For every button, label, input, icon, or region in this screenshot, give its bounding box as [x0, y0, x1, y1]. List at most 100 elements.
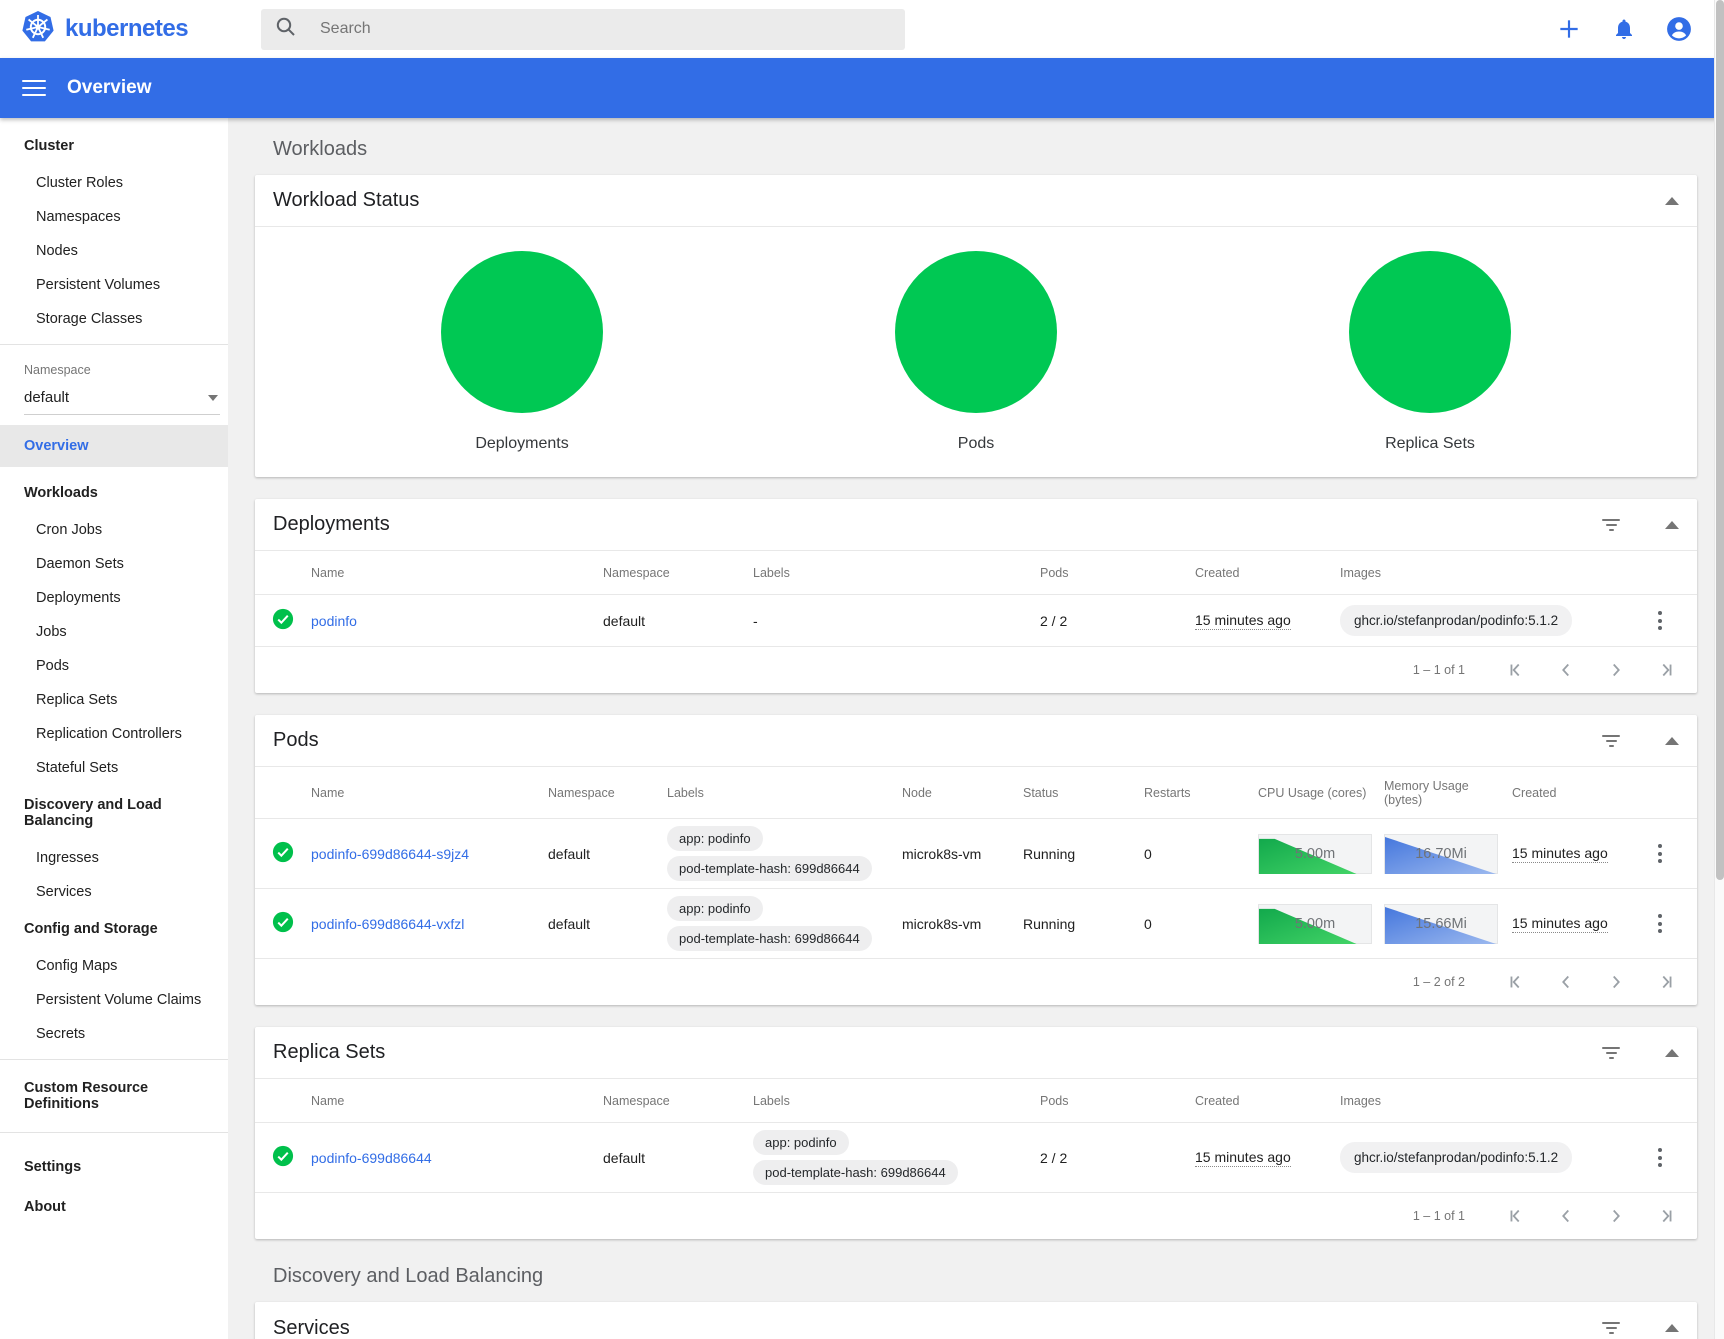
column-header-namespace: Namespace	[603, 565, 670, 580]
sidebar-item-stateful-sets[interactable]: Stateful Sets	[36, 760, 119, 776]
namespace-select[interactable]: default	[24, 383, 220, 415]
deployment-name-link[interactable]: podinfo	[311, 612, 357, 629]
sidebar-item-nodes[interactable]: Nodes	[36, 243, 78, 259]
table-row: podinfo-699d86644-s9jz4 default app: pod…	[255, 819, 1697, 889]
cell-namespace: default	[548, 915, 591, 932]
memory-usage-value: 16.70Mi	[1415, 845, 1467, 862]
user-account-icon[interactable]	[1666, 16, 1692, 42]
next-page-icon[interactable]	[1605, 1205, 1627, 1227]
collapse-card-icon[interactable]	[1665, 520, 1679, 529]
last-page-icon[interactable]	[1655, 971, 1677, 993]
sidebar-item-overview[interactable]: Overview	[0, 425, 228, 467]
column-header-node: Node	[902, 785, 932, 800]
memory-usage-sparkline: 16.70Mi	[1384, 833, 1498, 874]
kubernetes-logo[interactable]: kubernetes	[21, 10, 261, 49]
header-actions	[1556, 16, 1724, 42]
cell-pods: 2 / 2	[1040, 612, 1068, 629]
notifications-bell-icon[interactable]	[1611, 16, 1637, 42]
filter-icon[interactable]	[1598, 1318, 1624, 1338]
sidebar-item-about[interactable]: About	[24, 1199, 66, 1215]
prev-page-icon[interactable]	[1555, 659, 1577, 681]
sidebar-item-persistent-volumes[interactable]: Persistent Volumes	[36, 277, 161, 293]
sidebar-item-persistent-volume-claims[interactable]: Persistent Volume Claims	[36, 992, 202, 1008]
pod-name-link[interactable]: podinfo-699d86644-s9jz4	[311, 845, 470, 862]
column-header-pods: Pods	[1040, 1093, 1069, 1108]
sidebar-item-replication-controllers[interactable]: Replication Controllers	[36, 726, 182, 742]
top-header: kubernetes	[0, 0, 1724, 58]
column-header-name: Name	[311, 1093, 345, 1108]
row-menu-icon[interactable]	[1652, 1142, 1668, 1173]
sidebar-item-pods[interactable]: Pods	[36, 658, 70, 674]
pod-name-link[interactable]: podinfo-699d86644-vxfzl	[311, 915, 465, 932]
next-page-icon[interactable]	[1605, 971, 1627, 993]
row-menu-icon[interactable]	[1652, 605, 1668, 636]
collapse-card-icon[interactable]	[1665, 196, 1679, 205]
column-header-name: Name	[311, 565, 345, 580]
sidebar-header-config-storage[interactable]: Config and Storage	[24, 921, 158, 937]
sidebar-header-discovery[interactable]: Discovery and Load Balancing	[24, 797, 162, 829]
column-header-created: Created	[1195, 1093, 1240, 1108]
prev-page-icon[interactable]	[1555, 1205, 1577, 1227]
sidebar-item-jobs[interactable]: Jobs	[36, 624, 67, 640]
sidebar-item-storage-classes[interactable]: Storage Classes	[36, 311, 143, 327]
replica-sets-status-chart: Replica Sets	[1240, 251, 1620, 453]
scrollbar-thumb[interactable]	[1716, 0, 1724, 880]
sidebar-item-services[interactable]: Services	[36, 884, 92, 900]
cell-restarts: 0	[1144, 915, 1152, 932]
pods-status-donut	[895, 251, 1057, 413]
sidebar-item-deployments[interactable]: Deployments	[36, 590, 121, 606]
pods-table-header: Name Namespace Labels Node Status Restar…	[255, 767, 1697, 819]
brand-name: kubernetes	[65, 15, 189, 42]
deployments-status-donut	[441, 251, 603, 413]
cell-created: 15 minutes ago	[1195, 1148, 1291, 1167]
first-page-icon[interactable]	[1505, 971, 1527, 993]
filter-icon[interactable]	[1598, 731, 1624, 751]
collapse-card-icon[interactable]	[1665, 1048, 1679, 1057]
sidebar-item-replica-sets[interactable]: Replica Sets	[36, 692, 118, 708]
collapse-card-icon[interactable]	[1665, 736, 1679, 745]
row-menu-icon[interactable]	[1652, 838, 1668, 869]
replica-sets-title: Replica Sets	[273, 1041, 386, 1063]
last-page-icon[interactable]	[1655, 1205, 1677, 1227]
row-menu-icon[interactable]	[1652, 908, 1668, 939]
collapse-card-icon[interactable]	[1665, 1324, 1679, 1332]
pagination-range: 1 – 2 of 2	[1412, 975, 1465, 989]
column-header-status: Status	[1023, 785, 1059, 800]
replica-set-name-link[interactable]: podinfo-699d86644	[311, 1149, 432, 1166]
sidebar-header-cluster[interactable]: Cluster	[24, 138, 74, 154]
memory-usage-sparkline: 15.66Mi	[1384, 903, 1498, 944]
deployments-title: Deployments	[273, 513, 390, 535]
status-ok-icon	[272, 911, 294, 936]
sidebar-item-namespaces[interactable]: Namespaces	[36, 209, 121, 225]
sidebar-header-workloads[interactable]: Workloads	[24, 485, 98, 501]
first-page-icon[interactable]	[1505, 1205, 1527, 1227]
first-page-icon[interactable]	[1505, 659, 1527, 681]
image-chip: ghcr.io/stefanprodan/podinfo:5.1.2	[1340, 1142, 1573, 1173]
replica-sets-status-donut	[1349, 251, 1511, 413]
next-page-icon[interactable]	[1605, 659, 1627, 681]
prev-page-icon[interactable]	[1555, 971, 1577, 993]
sidebar-item-daemon-sets[interactable]: Daemon Sets	[36, 556, 124, 572]
page-title: Overview	[67, 77, 152, 98]
menu-hamburger-icon[interactable]	[22, 79, 46, 97]
last-page-icon[interactable]	[1655, 659, 1677, 681]
cell-node: microk8s-vm	[902, 845, 982, 862]
sidebar-item-custom-resource-definitions[interactable]: Custom Resource Definitions	[24, 1080, 149, 1112]
chevron-down-icon	[208, 394, 218, 401]
search-input[interactable]	[320, 20, 891, 38]
sidebar-item-secrets[interactable]: Secrets	[36, 1026, 86, 1042]
sidebar-item-cron-jobs[interactable]: Cron Jobs	[36, 522, 103, 538]
sidebar-item-ingresses[interactable]: Ingresses	[36, 850, 99, 866]
cell-node: microk8s-vm	[902, 915, 982, 932]
filter-icon[interactable]	[1598, 1043, 1624, 1063]
create-plus-icon[interactable]	[1556, 16, 1582, 42]
sidebar-item-config-maps[interactable]: Config Maps	[36, 958, 118, 974]
sidebar-item-settings[interactable]: Settings	[24, 1159, 82, 1175]
filter-icon[interactable]	[1598, 515, 1624, 535]
sidebar-item-cluster-roles[interactable]: Cluster Roles	[36, 175, 124, 191]
pods-status-chart: Pods	[786, 251, 1166, 453]
label-chip: pod-template-hash: 699d86644	[753, 1160, 958, 1185]
column-header-created: Created	[1512, 785, 1557, 800]
cpu-usage-sparkline: 5.00m	[1258, 833, 1372, 874]
cpu-usage-value: 5.00m	[1294, 845, 1336, 862]
